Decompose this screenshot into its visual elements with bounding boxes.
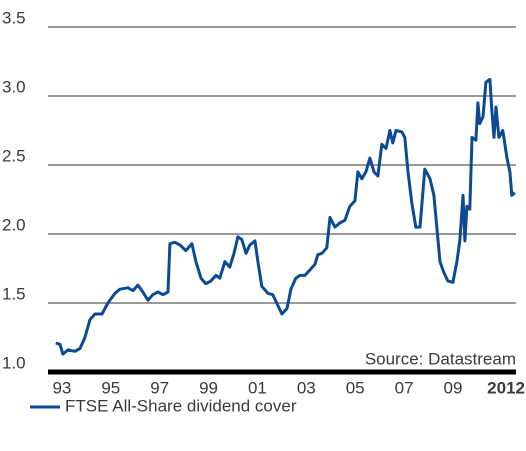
- y-tick-label: 3.0: [2, 77, 26, 96]
- y-tick-label: 3.5: [2, 8, 26, 27]
- x-tick-label: 01: [248, 378, 267, 397]
- x-tick-label: 97: [150, 378, 169, 397]
- source-note: Source: Datastream: [365, 349, 516, 368]
- x-tick-label: 09: [443, 378, 462, 397]
- data-line: [55, 77, 516, 356]
- y-tick-label: 2.5: [2, 146, 26, 165]
- x-tick-label: 03: [297, 378, 316, 397]
- x-tick-label: 95: [101, 378, 120, 397]
- x-tick-label: 2012: [487, 378, 525, 397]
- y-tick-label: 2.0: [2, 215, 26, 234]
- x-tick-label: 93: [52, 378, 71, 397]
- y-tick-label: 1.0: [2, 353, 26, 372]
- x-tick-label: 99: [199, 378, 218, 397]
- x-tick-label: 05: [346, 378, 365, 397]
- y-tick-label: 1.5: [2, 284, 26, 303]
- x-tick-label: 07: [395, 378, 414, 397]
- legend-label: FTSE All-Share dividend cover: [65, 396, 297, 415]
